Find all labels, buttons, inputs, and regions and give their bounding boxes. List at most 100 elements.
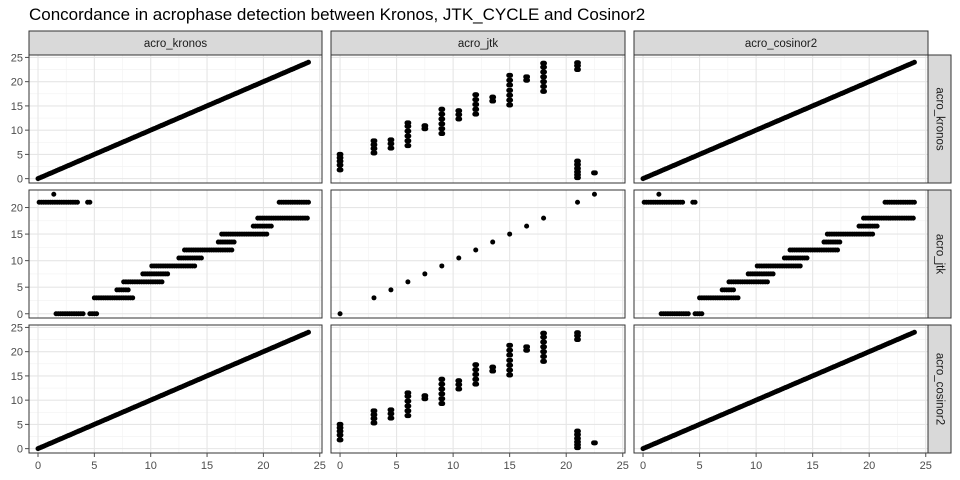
data-point (457, 386, 463, 392)
data-point (508, 72, 514, 78)
y-tick-label: 25 (11, 52, 23, 64)
data-point (764, 279, 770, 285)
data-point (264, 231, 270, 237)
data-point (474, 381, 480, 387)
data-point (406, 133, 412, 139)
data-point (371, 295, 377, 301)
data-point (541, 79, 547, 85)
data-point (440, 116, 446, 122)
x-tick-label: 10 (447, 460, 459, 472)
data-point (338, 162, 344, 168)
row-strip-label: acro_kronos (933, 87, 945, 151)
data-point (388, 287, 394, 293)
data-point (804, 255, 810, 261)
data-point (268, 223, 274, 229)
panel-border (633, 189, 929, 319)
data-point (422, 271, 428, 277)
panel-acro_cosinor2-vs-acro_jtk (330, 324, 626, 454)
data-point (508, 92, 514, 98)
data-point (508, 367, 514, 373)
data-point (304, 215, 310, 221)
data-point (165, 271, 171, 277)
data-point (508, 82, 514, 88)
data-point (575, 165, 581, 171)
y-tick-label: 5 (17, 149, 23, 161)
x-tick-label: 20 (560, 460, 572, 472)
data-point (440, 126, 446, 132)
data-point (198, 255, 204, 261)
panel-acro_kronos-vs-acro_cosinor2 (633, 54, 929, 184)
x-tick-label: 5 (91, 460, 97, 472)
data-point (423, 123, 429, 129)
data-point (474, 362, 480, 368)
data-point (575, 330, 581, 336)
y-tick-label: 20 (11, 347, 23, 359)
data-point (541, 69, 547, 75)
data-point (541, 358, 547, 364)
data-point (406, 120, 412, 126)
data-point (835, 247, 841, 253)
data-point (474, 106, 480, 112)
data-point (440, 381, 446, 387)
row-strip-label: acro_cosinor2 (933, 353, 945, 425)
x-tick-label: 0 (640, 460, 646, 472)
data-point (911, 329, 917, 335)
data-point (910, 215, 916, 221)
x-tick-label: 15 (504, 460, 516, 472)
data-point (508, 362, 514, 368)
data-point (474, 111, 480, 117)
y-tick-label: 10 (11, 256, 23, 268)
data-point (372, 142, 378, 148)
data-point (457, 382, 463, 388)
data-point (338, 432, 344, 438)
data-point (439, 263, 445, 269)
data-point (575, 428, 581, 434)
data-point (575, 337, 581, 343)
data-point (474, 101, 480, 107)
data-point (338, 437, 344, 443)
data-point (541, 74, 547, 80)
data-point (656, 191, 662, 197)
y-tick-label: 15 (11, 101, 23, 113)
x-tick-label: 25 (920, 460, 932, 472)
panel-background (331, 190, 625, 318)
data-point (525, 344, 531, 350)
y-tick-label: 20 (11, 203, 23, 215)
data-point (541, 215, 547, 221)
y-tick-label: 5 (17, 282, 23, 294)
y-tick-label: 20 (11, 77, 23, 89)
data-point (770, 271, 776, 277)
panel-acro_cosinor2-vs-acro_cosinor2 (633, 324, 929, 454)
data-point (870, 231, 876, 237)
data-point (457, 112, 463, 118)
data-point (575, 67, 581, 73)
data-point (911, 199, 917, 205)
panel-border (330, 324, 626, 454)
data-point (440, 401, 446, 407)
data-point (372, 420, 378, 426)
data-point (797, 263, 803, 269)
data-point (457, 116, 463, 122)
panel-border (633, 54, 929, 184)
panel-background (634, 190, 928, 318)
data-point (680, 199, 686, 205)
data-point (406, 413, 412, 419)
data-point (735, 295, 741, 301)
data-point (699, 311, 705, 317)
data-point (231, 239, 237, 245)
panel-border (330, 189, 626, 319)
data-point (541, 84, 547, 90)
x-tick-label: 5 (394, 460, 400, 472)
data-point (541, 354, 547, 360)
data-point (337, 311, 343, 317)
x-tick-label: 0 (337, 460, 343, 472)
data-point (192, 263, 198, 269)
data-point (74, 199, 80, 205)
data-point (507, 231, 513, 237)
data-point (406, 143, 412, 149)
data-point (591, 191, 597, 197)
data-point (541, 330, 547, 336)
data-point (87, 199, 93, 205)
panel-background (29, 190, 322, 318)
